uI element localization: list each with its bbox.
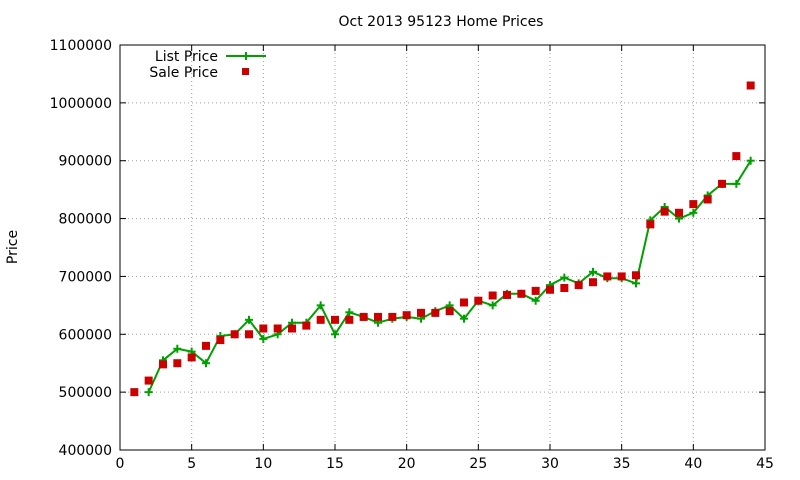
- y-tick-label: 400000: [59, 443, 112, 459]
- y-tick-label: 700000: [59, 269, 112, 285]
- sale-price-point: [202, 341, 210, 350]
- y-tick-label: 900000: [59, 154, 112, 170]
- sale-price-point: [130, 388, 139, 397]
- sale-price-point: [374, 312, 382, 321]
- grid: [120, 45, 765, 450]
- x-tick-label: 20: [398, 456, 416, 472]
- sale-price-point: [259, 324, 268, 333]
- sale-price-point: [703, 195, 712, 204]
- x-tick-label: 5: [187, 456, 196, 472]
- sale-price-point: [316, 315, 325, 324]
- sale-price-point: [546, 285, 554, 294]
- axis-tick-labels: 0 5 10 15 20 25 30 35 40 45 400000 500000 600000 7000…: [50, 38, 774, 472]
- list-price-point: [746, 156, 755, 165]
- legend: List Price Sale Price: [149, 49, 266, 81]
- sale-price-point: [617, 272, 626, 281]
- legend-plus-marker: [242, 52, 250, 60]
- legend-marker-sale-price: [242, 68, 249, 75]
- list-price-point: [632, 279, 640, 288]
- sale-price-point: [503, 290, 511, 299]
- sale-price-point: [732, 152, 741, 161]
- list-price-point: [173, 344, 182, 353]
- sale-price-point: [746, 81, 755, 90]
- list-price-point: [259, 334, 268, 343]
- y-tick-label: 800000: [59, 212, 112, 228]
- sale-price-point: [216, 336, 225, 345]
- sale-price-point: [574, 281, 583, 290]
- sale-price-point: [359, 312, 368, 321]
- sale-price-point: [646, 220, 655, 229]
- y-tick-label: 500000: [59, 385, 112, 401]
- y-tick-label: 1100000: [50, 38, 112, 54]
- sale-price-point: [689, 200, 698, 209]
- legend-label-list-price: List Price: [155, 49, 218, 65]
- y-tick-label: 600000: [59, 327, 112, 343]
- list-price-point: [331, 330, 339, 339]
- sale-price-point: [488, 291, 497, 300]
- list-price-point: [531, 296, 540, 305]
- list-price-point: [316, 301, 325, 310]
- list-price-point: [245, 315, 253, 324]
- sale-price-point: [417, 308, 425, 317]
- x-tick-label: 25: [469, 456, 487, 472]
- x-tick-label: 0: [116, 456, 125, 472]
- x-tick-label: 15: [326, 456, 344, 472]
- sale-price-point: [402, 311, 411, 320]
- list-price-point: [732, 179, 741, 188]
- plot-frame: [119, 44, 766, 451]
- sale-price-point: [173, 359, 182, 368]
- sale-price-point: [632, 271, 640, 280]
- y-tick-label: 1000000: [50, 96, 112, 112]
- chart-title: Oct 2013 95123 Home Prices: [339, 14, 544, 30]
- sale-price-point: [675, 208, 683, 217]
- sale-price-point: [431, 308, 440, 317]
- x-tick-label: 35: [613, 456, 631, 472]
- sale-price-point: [603, 272, 612, 281]
- sale-price-point: [718, 179, 726, 188]
- sale-price-point: [331, 315, 339, 324]
- list-price-point: [202, 359, 210, 368]
- sale-price-point: [288, 324, 296, 333]
- list-price-point: [689, 208, 698, 217]
- x-tick-label: 10: [254, 456, 272, 472]
- sale-price-point: [517, 289, 526, 298]
- series: [130, 81, 755, 397]
- sale-price-point: [388, 312, 397, 321]
- sale-price-point: [345, 315, 354, 324]
- sale-price-point: [589, 278, 597, 287]
- legend-label-sale-price: Sale Price: [149, 65, 218, 81]
- list-price-point: [345, 308, 354, 317]
- sale-price-point: [445, 307, 454, 316]
- sale-price-point: [531, 286, 540, 295]
- sale-price-point: [187, 353, 196, 362]
- legend-marker-list-price: [242, 52, 250, 60]
- sale-price-point: [560, 284, 569, 292]
- y-axis-label: Price: [5, 230, 21, 264]
- list-price-point: [144, 388, 153, 397]
- sale-price-point: [230, 330, 239, 339]
- sale-price-point: [302, 321, 311, 330]
- list-price-point: [560, 273, 569, 282]
- x-tick-label: 40: [684, 456, 702, 472]
- sale-price-point: [245, 330, 253, 339]
- x-tick-label: 30: [541, 456, 559, 472]
- sale-price-point: [144, 376, 153, 385]
- sale-price-point: [660, 207, 669, 216]
- sale-price-point: [460, 298, 468, 307]
- list-price-point: [589, 267, 597, 276]
- x-tick-label: 45: [756, 456, 774, 472]
- sale-price-point: [159, 360, 167, 369]
- sale-price-point: [273, 324, 282, 333]
- sale-price-point: [474, 296, 483, 305]
- list-price-point: [488, 301, 497, 310]
- list-price-point: [460, 314, 468, 323]
- axis-ticks: [119, 44, 766, 451]
